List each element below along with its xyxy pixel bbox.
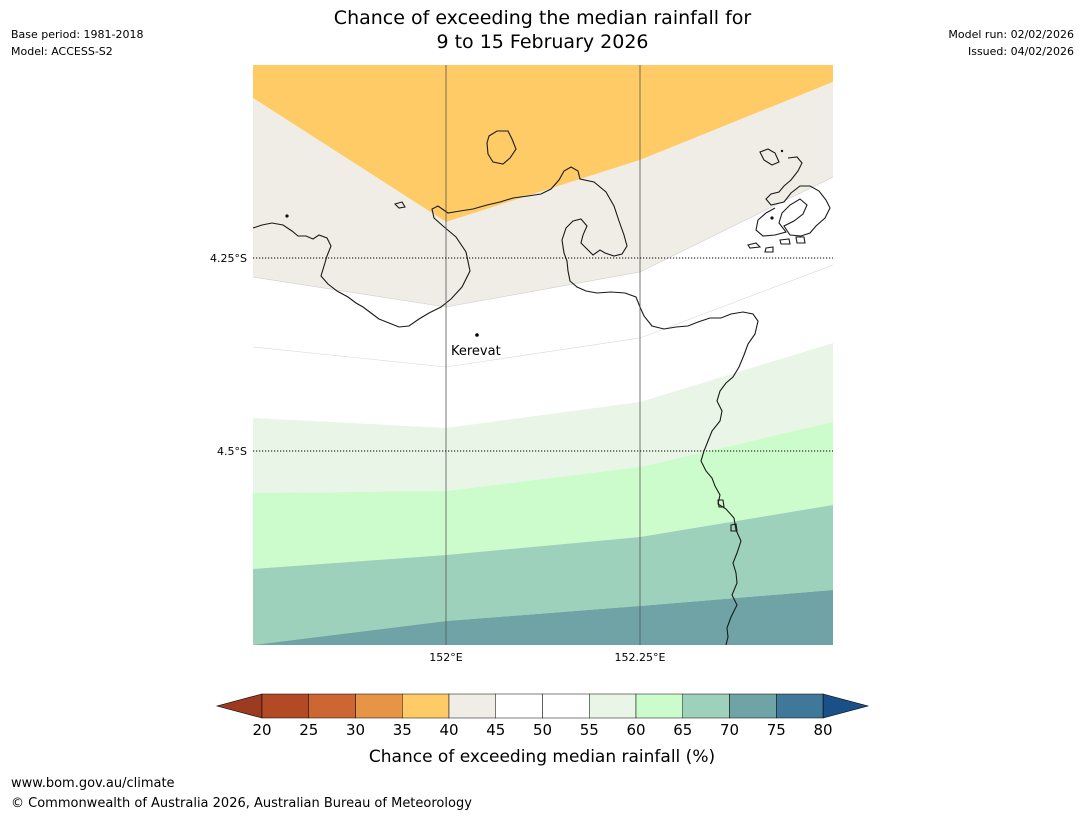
kerevat-label: Kerevat — [451, 344, 501, 359]
lon-label-152E: 152°E — [429, 651, 462, 664]
band-35-40 — [253, 65, 833, 222]
colorbar-segment-75-80 — [776, 693, 824, 719]
gazelle-peninsula-coast — [253, 166, 759, 645]
graticule: 4.25°S 4.5°S 152°E 152.25°E — [210, 65, 833, 664]
base-period: Base period: 1981-2018 — [11, 28, 144, 41]
band-55-60 — [253, 343, 833, 493]
colorbar-segment-45-50 — [495, 693, 543, 719]
colorbar-segment-20-25 — [261, 693, 309, 719]
colorbar-ticks: 20 25 30 35 40 45 50 55 60 65 70 75 80 — [252, 721, 832, 739]
lat-label-4-5S: 4.5°S — [217, 445, 247, 458]
colorbar-segment-55-60 — [589, 693, 637, 719]
colorbar-segment-65-70 — [682, 693, 730, 719]
colorbar-tick-30: 30 — [346, 721, 365, 739]
model-name: Model: ACCESS-S2 — [11, 45, 113, 58]
kerevat-marker — [475, 333, 479, 337]
model-run: Model run: 02/02/2026 — [948, 28, 1074, 41]
colorbar-segment-70-75 — [729, 693, 777, 719]
colorbar-tick-35: 35 — [393, 721, 412, 739]
islet-mouth — [717, 499, 738, 532]
band-60-65 — [253, 422, 833, 569]
metadata-left: Base period: 1981-2018 Model: ACCESS-S2 — [11, 26, 143, 60]
colorbar-tick-65: 65 — [673, 721, 692, 739]
colorbar-segment-25-30 — [308, 693, 356, 719]
colorbar-tick-25: 25 — [299, 721, 318, 739]
colorbar-segments — [261, 693, 824, 719]
colorbar-over-arrow — [822, 693, 870, 719]
colorbar-segment-60-65 — [635, 693, 683, 719]
metadata-right: Model run: 02/02/2026 Issued: 04/02/2026 — [948, 26, 1074, 60]
band-65-70 — [253, 505, 833, 645]
colorbar-tick-50: 50 — [533, 721, 552, 739]
colorbar-tick-20: 20 — [252, 721, 271, 739]
lat-label-4-25S: 4.25°S — [210, 252, 247, 265]
title-line-1: Chance of exceeding the median rainfall … — [333, 7, 752, 29]
colorbar: 20 25 30 35 40 45 50 55 60 65 70 75 80 Chance of exc… — [215, 693, 870, 767]
probability-field — [253, 65, 833, 645]
duke-of-york-islands — [747, 148, 831, 253]
lon-label-152-25E: 152.25°E — [615, 651, 666, 664]
colorbar-tick-80: 80 — [813, 721, 832, 739]
islet-dot — [780, 149, 784, 153]
colorbar-segment-30-35 — [355, 693, 403, 719]
colorbar-tick-40: 40 — [439, 721, 458, 739]
colorbar-tick-55: 55 — [580, 721, 599, 739]
map-title: Chance of exceeding the median rainfall … — [0, 6, 1085, 54]
islet-dot — [285, 214, 289, 218]
colorbar-tick-70: 70 — [720, 721, 739, 739]
island-small-west — [393, 201, 406, 209]
issued-date: Issued: 04/02/2026 — [967, 45, 1074, 58]
island-north — [486, 130, 517, 165]
colorbar-segment-35-40 — [402, 693, 450, 719]
band-40-45 — [253, 82, 833, 307]
colorbar-tick-60: 60 — [626, 721, 645, 739]
colorbar-segment-40-45 — [448, 693, 496, 719]
colorbar-segment-50-55 — [542, 693, 590, 719]
band-70-75 — [253, 590, 833, 645]
colorbar-label: Chance of exceeding median rainfall (%) — [369, 747, 715, 767]
title-line-2: 9 to 15 February 2026 — [436, 31, 649, 53]
footer-url[interactable]: www.bom.gov.au/climate — [11, 776, 175, 791]
colorbar-tick-45: 45 — [486, 721, 505, 739]
colorbar-tick-75: 75 — [767, 721, 786, 739]
colorbar-under-arrow — [215, 693, 263, 719]
footer-copyright: © Commonwealth of Australia 2026, Austra… — [11, 796, 472, 811]
coastline — [253, 130, 831, 645]
islet-dot — [770, 216, 774, 220]
